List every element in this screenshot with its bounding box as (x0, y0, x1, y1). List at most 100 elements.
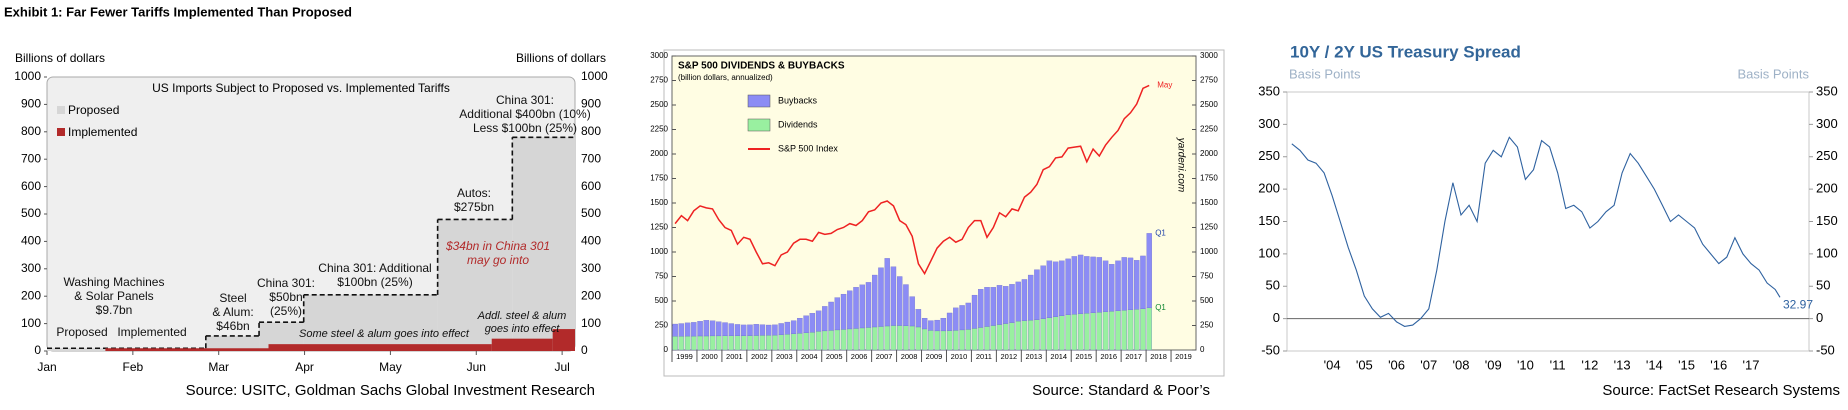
bar (1115, 310, 1121, 351)
bar (672, 336, 678, 351)
y2-tick-label: 500 (581, 206, 601, 220)
annotation: Implemented (117, 325, 187, 339)
bar (1009, 322, 1015, 351)
y2-tick-label: 100 (581, 316, 601, 330)
bar (990, 287, 996, 326)
y2-tick-label: 150 (1816, 213, 1838, 228)
y2-tick-label: 300 (1816, 116, 1838, 131)
annotation: Some steel & alum goes into effect (299, 328, 469, 340)
bar (921, 328, 928, 351)
y-axis-label: Basis Points (1289, 66, 1361, 81)
y2-tick-label: 250 (1816, 148, 1838, 163)
source: Source: USITC, Goldman Sachs Global Inve… (186, 382, 595, 399)
x-tick-label: 2001 (726, 352, 743, 361)
x-tick-label: 2010 (951, 352, 968, 361)
bar (840, 329, 847, 351)
bar (859, 284, 865, 329)
y-tick-label: 400 (21, 234, 41, 248)
bar (1059, 315, 1065, 351)
bar (959, 305, 965, 331)
y2-tick-label: 750 (1200, 272, 1214, 281)
x-tick-label: '17 (1743, 357, 1760, 372)
bar (847, 290, 853, 330)
bar (978, 289, 984, 328)
x-tick-label: '08 (1453, 357, 1470, 372)
y-tick-label: 700 (21, 151, 41, 165)
y2-tick-label: 600 (581, 179, 601, 193)
x-tick-label: Mar (208, 360, 229, 374)
step-bar (268, 344, 492, 351)
bar (896, 325, 903, 351)
y2-tick-label: 700 (581, 151, 601, 165)
bar (803, 332, 809, 351)
step-bar (552, 329, 575, 351)
x-tick-label: 2002 (751, 352, 768, 361)
x-tick-label: 1999 (676, 352, 693, 361)
bar (672, 323, 678, 337)
x-tick-label: 2012 (1001, 352, 1018, 361)
bar (1065, 314, 1071, 351)
x-tick-label: 2000 (701, 352, 718, 361)
y2-tick-label: 300 (581, 261, 601, 275)
x-tick-label: 2018 (1150, 352, 1167, 361)
bar (803, 315, 809, 334)
y2-tick-label: 2000 (1200, 149, 1218, 158)
step-bar (491, 338, 553, 351)
bar (890, 325, 897, 351)
x-tick-label: 2004 (801, 352, 818, 361)
bar (734, 324, 741, 336)
x-tick-label: 2009 (926, 352, 943, 361)
bar (1065, 258, 1071, 315)
bar (691, 322, 697, 337)
bar (828, 330, 834, 351)
bar (753, 335, 759, 351)
bar (1109, 311, 1115, 351)
bar (878, 267, 884, 327)
bar (978, 327, 984, 351)
bar (872, 274, 878, 328)
bar (1102, 260, 1109, 312)
chart-frame (663, 49, 1225, 377)
legend-swatch (747, 94, 771, 108)
x-tick-label: '12 (1581, 357, 1598, 372)
bar (809, 332, 816, 351)
y2-tick-label: 1750 (1200, 174, 1218, 183)
annotation: $34bn in China 301 may go into (445, 239, 551, 267)
bar (797, 317, 803, 334)
bar (1040, 318, 1046, 351)
bar (884, 258, 890, 327)
bar (684, 335, 691, 351)
bar (822, 306, 828, 332)
bar (1140, 308, 1146, 351)
legend-label: S&P 500 Index (778, 143, 838, 153)
annotation: China 301: Additional $400bn (10%) Less … (459, 93, 591, 135)
x-tick-label: '06 (1388, 357, 1405, 372)
bar (1127, 257, 1134, 310)
y-axis-label: Billions of dollars (15, 51, 105, 65)
y-tick-label: 2250 (650, 125, 668, 134)
bar (747, 324, 753, 336)
bar (865, 282, 872, 328)
annotation: Autos: $275bn (453, 186, 495, 214)
end-value-label: 32.97 (1783, 297, 1813, 311)
x-tick-label: '13 (1614, 357, 1631, 372)
bar (984, 287, 990, 327)
bar (996, 285, 1003, 325)
bar (772, 324, 778, 336)
bar (1021, 279, 1028, 321)
bar (1034, 319, 1040, 351)
y-tick-label: 0 (34, 343, 41, 357)
bar (984, 326, 990, 351)
bar (959, 329, 965, 351)
bar (853, 287, 859, 329)
chart-subtitle: (billion dollars, annualized) (678, 73, 773, 82)
bar (940, 330, 947, 351)
bar (1134, 260, 1140, 310)
bar (1027, 319, 1034, 351)
bar (1027, 274, 1034, 321)
y2-axis-label: Billions of dollars (516, 51, 606, 65)
step-bar (512, 137, 575, 351)
bar (990, 325, 996, 351)
x-tick-label: 2015 (1075, 352, 1092, 361)
